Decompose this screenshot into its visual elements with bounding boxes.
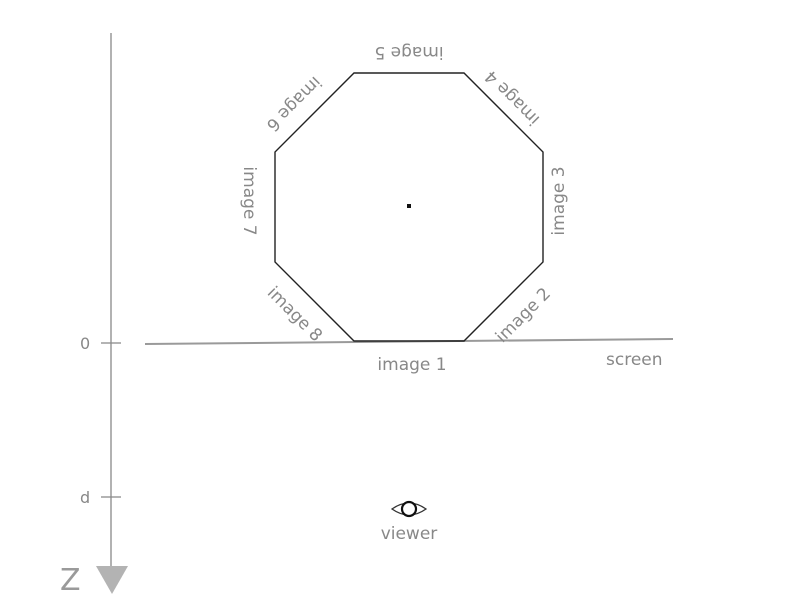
image-label-2: image 2 xyxy=(492,284,555,347)
image-label-4: image 4 xyxy=(481,66,544,129)
carousel: image 1 image 2 image 3 image 4 image 5 … xyxy=(239,42,569,375)
image-label-5: image 5 xyxy=(374,42,443,62)
viewer-eye-icon xyxy=(390,500,428,518)
image-label-3: image 3 xyxy=(549,166,569,235)
z-axis-label: Z xyxy=(60,563,81,598)
image-label-6: image 6 xyxy=(262,72,325,135)
screen-label: screen xyxy=(606,350,663,370)
viewer: viewer xyxy=(381,500,438,544)
image-label-8: image 8 xyxy=(263,283,326,346)
image-label-1: image 1 xyxy=(377,355,446,375)
viewer-label: viewer xyxy=(381,524,438,544)
tick-label-d: d xyxy=(80,488,90,507)
z-axis-arrow-icon xyxy=(96,566,128,594)
z-axis: Z 0 d xyxy=(60,33,128,598)
carousel-center-dot xyxy=(407,204,411,208)
tick-label-0: 0 xyxy=(80,334,90,353)
carousel-octagon xyxy=(274,72,544,342)
image-label-7: image 7 xyxy=(239,166,259,235)
